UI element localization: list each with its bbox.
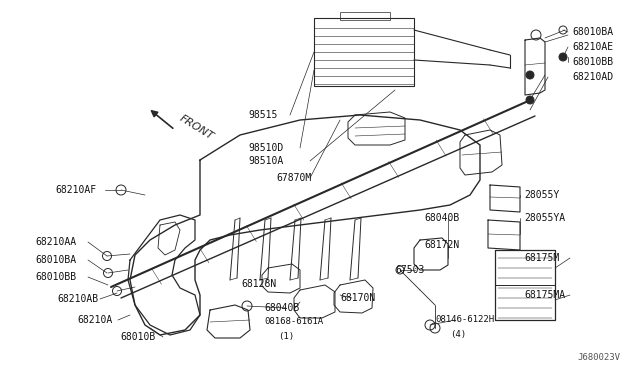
Text: 08168-6161A: 08168-6161A: [264, 317, 323, 327]
Text: 68210AF: 68210AF: [55, 185, 96, 195]
Text: 68040B: 68040B: [264, 303, 300, 313]
Text: 68210A: 68210A: [77, 315, 112, 325]
Text: 98510D: 98510D: [248, 143, 284, 153]
Text: 68010BA: 68010BA: [35, 255, 76, 265]
Circle shape: [526, 71, 534, 79]
Text: 68210AD: 68210AD: [572, 72, 613, 82]
Text: (4): (4): [450, 330, 466, 339]
Text: 68010BB: 68010BB: [572, 57, 613, 67]
Text: 68010BA: 68010BA: [572, 27, 613, 37]
Text: 68210AB: 68210AB: [57, 294, 98, 304]
Text: (1): (1): [278, 331, 294, 340]
Text: 68210AA: 68210AA: [35, 237, 76, 247]
Text: 68010BB: 68010BB: [35, 272, 76, 282]
Text: 67870M: 67870M: [276, 173, 311, 183]
Circle shape: [559, 53, 567, 61]
Text: 98510A: 98510A: [248, 156, 284, 166]
Text: 28055Y: 28055Y: [524, 190, 559, 200]
Text: 67503: 67503: [395, 265, 424, 275]
Bar: [340, 12, 390, 20]
Text: 68210AE: 68210AE: [572, 42, 613, 52]
Text: 08146-6122H: 08146-6122H: [435, 315, 494, 324]
Text: 68010B: 68010B: [120, 332, 156, 342]
Text: 68175MA: 68175MA: [524, 290, 565, 300]
Circle shape: [526, 96, 534, 104]
Text: 68175M: 68175M: [524, 253, 559, 263]
Text: 98515: 98515: [248, 110, 277, 120]
Text: 68170N: 68170N: [340, 293, 375, 303]
Text: 68128N: 68128N: [241, 279, 276, 289]
Text: 28055YA: 28055YA: [524, 213, 565, 223]
Text: J680023V: J680023V: [577, 353, 620, 362]
Text: 68172N: 68172N: [424, 240, 460, 250]
Text: 68040B: 68040B: [424, 213, 460, 223]
Bar: [314, 18, 414, 86]
Text: FRONT: FRONT: [178, 113, 216, 142]
